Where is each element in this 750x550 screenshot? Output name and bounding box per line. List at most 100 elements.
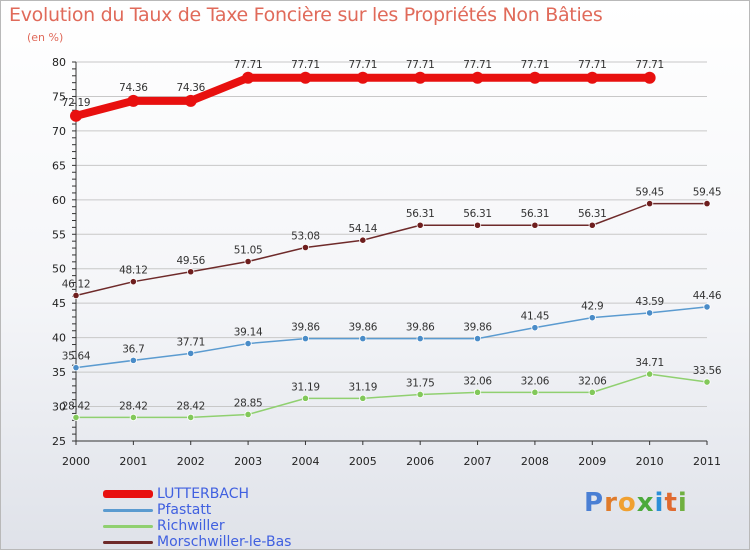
data-point-morschwiller-le-bas [129, 278, 137, 286]
data-point-richwiller [531, 388, 539, 396]
data-label-morschwiller-le-bas: 48.12 [119, 265, 148, 277]
data-label-morschwiller-le-bas: 53.08 [291, 231, 320, 243]
data-label-morschwiller-le-bas: 49.56 [176, 255, 205, 267]
chart-unit-label: (en %) [27, 31, 64, 44]
logo-letter: t [664, 488, 678, 518]
data-label-richwiller: 28.42 [119, 400, 148, 412]
data-point-richwiller [703, 378, 711, 386]
data-label-lutterbach: 77.71 [578, 59, 607, 71]
data-point-pfastatt [244, 339, 252, 348]
data-point-richwiller [129, 413, 137, 422]
data-label-pfastatt: 39.86 [406, 322, 435, 334]
data-point-morschwiller-le-bas [301, 243, 310, 252]
data-label-lutterbach: 77.71 [463, 59, 492, 71]
series-line-morschwiller-le-bas [75, 202, 708, 297]
data-label-morschwiller-le-bas: 54.14 [349, 223, 378, 235]
logo-letter: i [677, 488, 688, 518]
chart-legend: LUTTERBACH Pfastatt Richwiller Morschwil… [103, 486, 291, 549]
x-tick-label: 2011 [693, 455, 721, 468]
data-point-morschwiller-le-bas [588, 221, 596, 229]
data-label-lutterbach: 74.36 [176, 82, 205, 94]
y-tick-label: 65 [52, 159, 66, 172]
data-point-lutterbach [528, 71, 541, 84]
x-tick-label: 2006 [406, 455, 434, 468]
data-label-morschwiller-le-bas: 51.05 [234, 244, 263, 256]
legend-item-richwiller: Richwiller [103, 518, 291, 534]
data-label-pfastatt: 39.86 [291, 322, 320, 334]
data-point-richwiller [359, 394, 367, 402]
x-tick-label: 2008 [521, 455, 549, 468]
legend-swatch-lutterbach [103, 490, 153, 498]
data-label-pfastatt: 39.14 [234, 327, 263, 339]
data-label-pfastatt: 35.64 [62, 351, 91, 363]
x-tick-label: 2004 [291, 455, 319, 468]
data-label-morschwiller-le-bas: 59.45 [693, 187, 722, 199]
data-label-richwiller: 28.42 [62, 400, 91, 412]
data-point-morschwiller-le-bas [359, 236, 367, 244]
logo-letter: i [654, 488, 665, 518]
logo-letter: x [636, 488, 655, 518]
data-point-lutterbach [242, 71, 255, 84]
data-label-lutterbach: 77.71 [406, 59, 435, 71]
data-point-richwiller [244, 410, 252, 419]
data-label-pfastatt: 36.7 [122, 343, 144, 355]
data-point-lutterbach [356, 71, 369, 84]
proxiti-logo: Proxiti [584, 488, 688, 518]
data-label-richwiller: 32.06 [463, 375, 492, 387]
y-tick-label: 60 [52, 194, 66, 207]
data-label-pfastatt: 43.59 [635, 296, 664, 308]
data-point-pfastatt [129, 356, 137, 364]
data-point-morschwiller-le-bas [473, 221, 482, 229]
data-point-pfastatt [72, 364, 80, 372]
data-point-lutterbach [471, 71, 484, 84]
data-label-richwiller: 31.19 [291, 381, 320, 393]
legend-label-pfastatt: Pfastatt [157, 502, 212, 518]
y-tick-label: 30 [52, 401, 66, 414]
legend-swatch-morschwiller [103, 540, 153, 544]
legend-label-richwiller: Richwiller [157, 518, 225, 534]
data-point-pfastatt [588, 314, 596, 322]
data-label-pfastatt: 42.9 [581, 301, 603, 313]
data-point-richwiller [473, 388, 482, 396]
data-point-lutterbach [414, 71, 427, 84]
legend-label-lutterbach: LUTTERBACH [157, 486, 250, 502]
data-label-richwiller: 33.56 [693, 365, 722, 377]
data-label-lutterbach: 77.71 [635, 59, 664, 71]
data-point-morschwiller-le-bas [72, 291, 80, 300]
y-tick-label: 25 [52, 435, 66, 448]
series-line-pfastatt [75, 306, 708, 369]
logo-letter: r [604, 488, 618, 518]
logo-letter: o [617, 488, 637, 518]
x-tick-label: 2003 [234, 455, 262, 468]
x-tick-label: 2010 [636, 455, 664, 468]
x-tick-label: 2001 [119, 455, 147, 468]
data-point-pfastatt [187, 349, 195, 358]
data-label-richwiller: 32.06 [521, 375, 550, 387]
legend-swatch-pfastatt [103, 508, 153, 512]
data-label-morschwiller-le-bas: 56.31 [406, 208, 435, 220]
data-point-richwiller [301, 394, 310, 402]
data-point-morschwiller-le-bas [531, 221, 539, 229]
data-label-richwiller: 28.42 [176, 400, 205, 412]
data-point-pfastatt [531, 324, 539, 332]
data-point-pfastatt [301, 335, 310, 343]
data-point-richwiller [646, 370, 654, 378]
data-point-richwiller [588, 388, 596, 396]
data-label-morschwiller-le-bas: 56.31 [578, 208, 607, 220]
x-tick-label: 2002 [177, 455, 205, 468]
data-point-richwiller [187, 413, 195, 422]
logo-letter: P [584, 488, 605, 518]
data-label-richwiller: 31.75 [406, 377, 435, 389]
data-point-morschwiller-le-bas [646, 200, 654, 208]
data-label-morschwiller-le-bas: 56.31 [463, 208, 492, 220]
y-tick-label: 45 [52, 297, 66, 310]
data-point-morschwiller-le-bas [187, 268, 195, 276]
x-tick-label: 2000 [62, 455, 90, 468]
y-tick-label: 70 [52, 125, 66, 138]
x-tick-label: 2009 [578, 455, 606, 468]
y-tick-label: 80 [52, 56, 66, 69]
data-label-richwiller: 34.71 [635, 357, 664, 369]
data-point-lutterbach [127, 94, 140, 107]
y-tick-label: 75 [52, 90, 66, 103]
